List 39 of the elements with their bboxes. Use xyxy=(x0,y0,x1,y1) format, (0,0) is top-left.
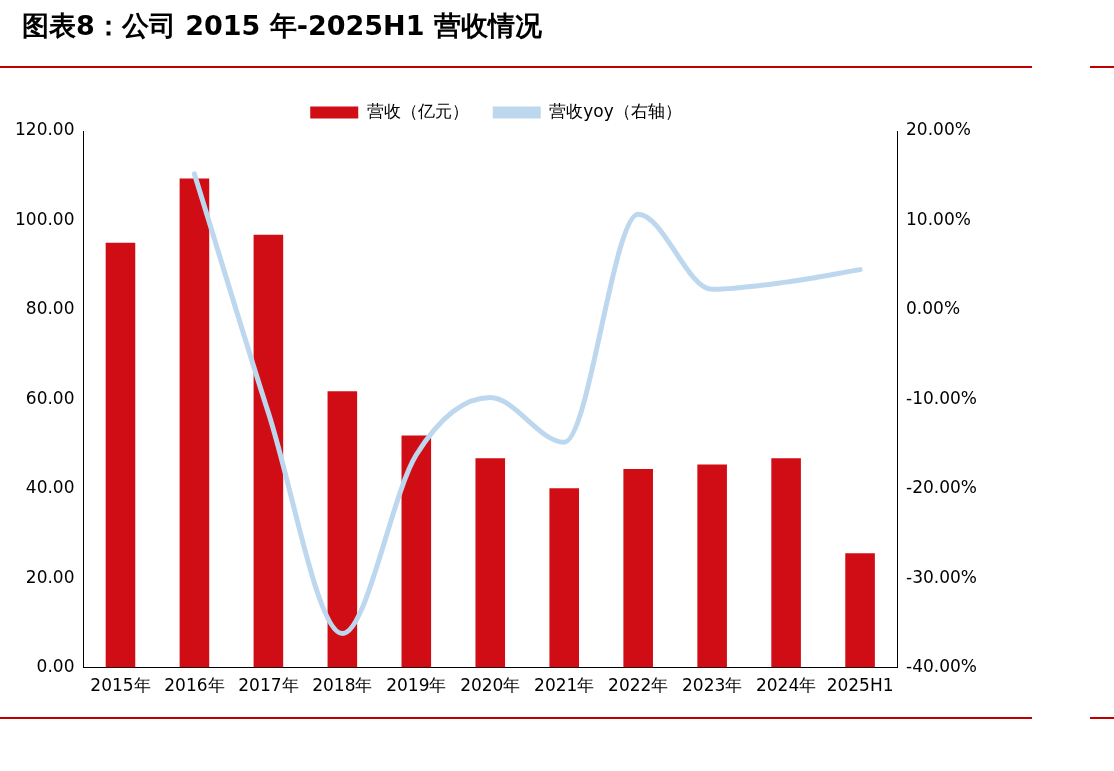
legend-label: 营收（亿元） xyxy=(366,100,469,121)
x-tick-label: 2019年 xyxy=(386,675,447,696)
x-tick-label: 2025H1 xyxy=(826,675,894,696)
chart-title: 图表8：公司 2015 年-2025H1 营收情况 xyxy=(22,9,542,43)
y2-tick-label: -40.00% xyxy=(906,656,978,677)
x-tick-label: 2024年 xyxy=(755,675,817,696)
y2-tick-label: 10.00% xyxy=(906,208,971,229)
x-tick-label: 2020年 xyxy=(460,675,521,696)
bar xyxy=(475,458,506,668)
y2-tick-label: -30.00% xyxy=(906,566,978,587)
bar xyxy=(771,458,801,668)
y-tick-label: 80.00 xyxy=(25,298,75,319)
legend-label: 营收yoy（右轴） xyxy=(549,100,682,121)
x-tick-label: 2021年 xyxy=(534,675,595,696)
bar xyxy=(401,435,432,668)
bar xyxy=(105,242,136,668)
x-tick-label: 2022年 xyxy=(608,675,669,696)
x-tick-label: 2017年 xyxy=(238,675,299,696)
y-tick-label: 100.00 xyxy=(15,208,75,229)
x-tick-label: 2018年 xyxy=(312,675,373,696)
bar xyxy=(623,469,653,668)
y-tick-label: 0.00 xyxy=(36,656,75,677)
y-tick-label: 20.00 xyxy=(25,566,75,587)
bar xyxy=(327,391,358,668)
y-tick-label: 60.00 xyxy=(25,387,75,408)
x-tick-label: 2023年 xyxy=(682,675,743,696)
bar xyxy=(549,488,580,668)
bar xyxy=(697,464,727,668)
y2-tick-label: -10.00% xyxy=(906,387,978,408)
y2-tick-label: -20.00% xyxy=(906,477,978,498)
y-tick-label: 120.00 xyxy=(15,119,75,140)
y-tick-label: 40.00 xyxy=(25,477,75,498)
y2-tick-label: 0.00% xyxy=(906,298,961,319)
bar xyxy=(179,178,210,668)
bar xyxy=(253,234,284,668)
x-tick-label: 2015年 xyxy=(90,675,151,696)
x-tick-label: 2016年 xyxy=(164,675,225,696)
y2-tick-label: 20.00% xyxy=(906,119,971,140)
bar xyxy=(845,553,875,668)
